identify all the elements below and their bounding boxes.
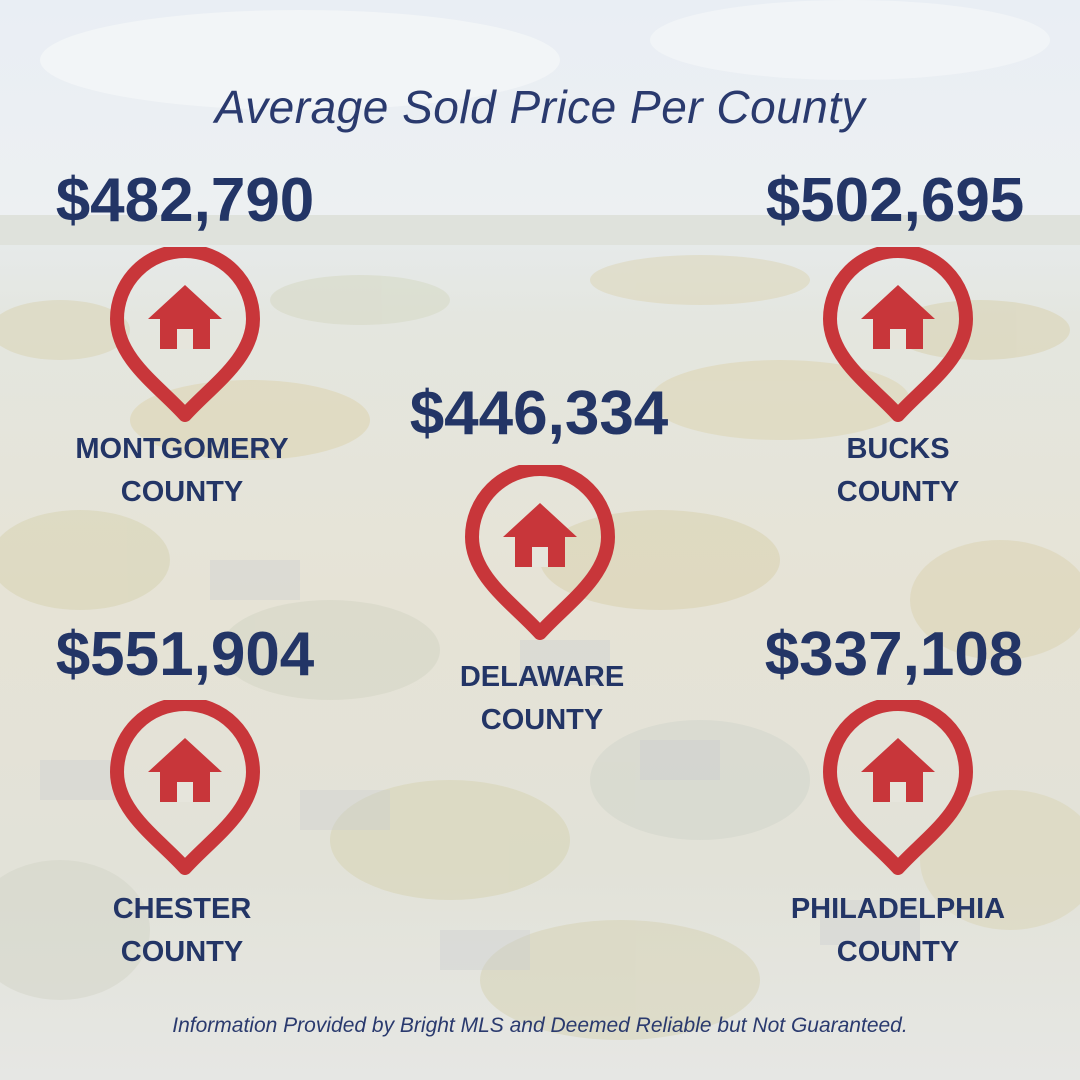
map-pin-icon: [823, 247, 973, 422]
bucks-county-label: BUCKS COUNTY: [836, 433, 960, 508]
delaware-county-label: DELAWARE COUNTY: [459, 661, 625, 736]
montgomery-price: $482,790: [55, 166, 315, 235]
map-pin-icon: [823, 700, 973, 875]
house-icon: [148, 738, 222, 802]
house-icon: [861, 738, 935, 802]
bucks-price: $502,695: [765, 166, 1025, 235]
chester-county-label: CHESTER COUNTY: [112, 893, 252, 968]
montgomery-county-label: MONTGOMERY COUNTY: [75, 433, 289, 508]
chester-price: $551,904: [55, 620, 315, 689]
map-pin-icon: [110, 247, 260, 422]
delaware-price: $446,334: [409, 379, 669, 448]
philadelphia-county-label: PHILADELPHIA COUNTY: [790, 893, 1006, 968]
map-pin-icon: [110, 700, 260, 875]
house-icon: [503, 503, 577, 567]
map-pin-icon: [465, 465, 615, 640]
disclaimer-footer: Information Provided by Bright MLS and D…: [172, 1014, 908, 1037]
philadelphia-price: $337,108: [764, 620, 1024, 689]
house-icon: [861, 285, 935, 349]
house-icon: [148, 285, 222, 349]
page-title: Average Sold Price Per County: [214, 81, 866, 133]
